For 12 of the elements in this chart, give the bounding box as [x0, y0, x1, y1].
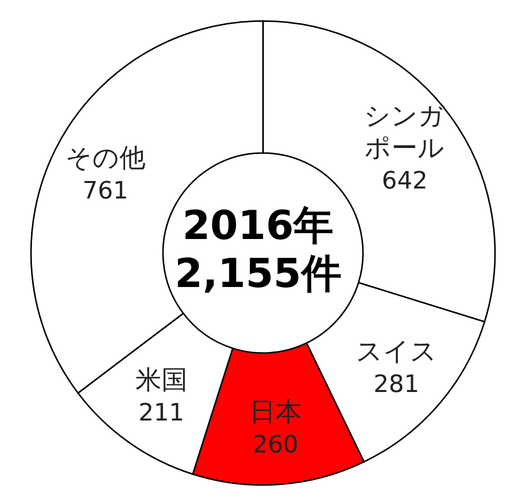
slice-label: スイス [356, 336, 437, 367]
data-label: 761 [82, 176, 128, 205]
data-label: 281 [373, 370, 420, 398]
data-label: 642 [382, 166, 428, 195]
text: 2016年 [182, 203, 334, 249]
slice-label: その他 [65, 144, 146, 174]
slice-label: シンガポール [364, 102, 446, 164]
data-label: 211 [138, 398, 184, 427]
slice-label: 日本 [250, 398, 302, 428]
data-label: 260 [252, 430, 298, 459]
slice-label: 米国 [135, 366, 188, 396]
text: 2,155件 [174, 251, 342, 297]
